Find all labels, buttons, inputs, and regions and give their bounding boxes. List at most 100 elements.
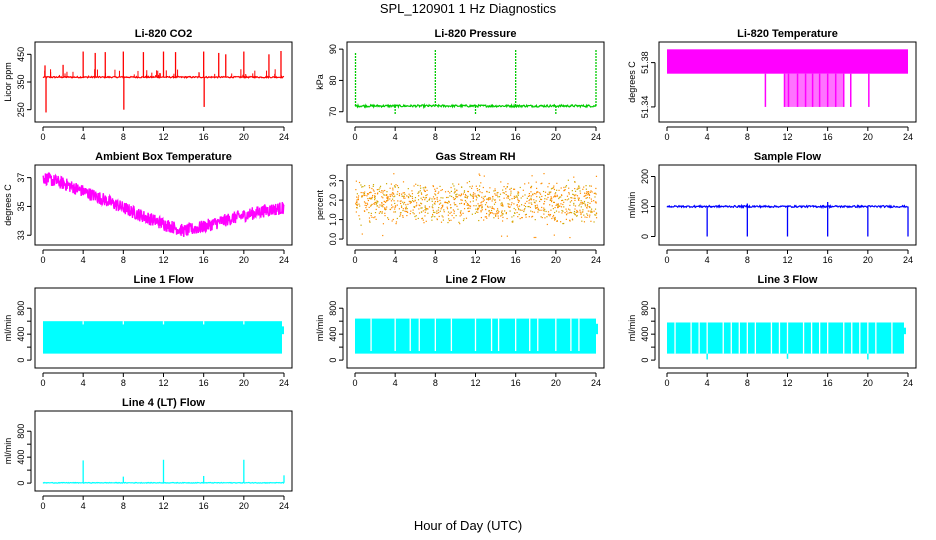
scatter-point	[525, 213, 528, 216]
panel-frame	[346, 41, 605, 123]
scatter-point	[412, 200, 414, 202]
scatter-point	[552, 216, 554, 218]
scatter-point	[356, 207, 358, 209]
x-tick-label: 4	[705, 378, 710, 388]
scatter-point	[498, 211, 500, 213]
drop-area	[784, 73, 844, 107]
scatter-point	[486, 205, 489, 207]
scatter-point	[523, 210, 525, 213]
scatter-point	[487, 198, 489, 200]
scatter-point	[586, 197, 588, 199]
scatter-point	[586, 213, 588, 215]
x-tick-label: 16	[511, 378, 521, 388]
y-tick-label: 800	[16, 424, 26, 439]
scatter-point	[547, 193, 549, 195]
scatter-point	[565, 208, 567, 210]
scatter-point	[578, 205, 580, 207]
scatter-point	[582, 202, 584, 205]
scatter-point	[477, 194, 479, 197]
scatter-point	[391, 207, 393, 209]
scatter-point	[511, 221, 513, 223]
x-tick-label: 20	[551, 132, 561, 142]
scatter-point	[509, 210, 511, 212]
scatter-point	[494, 189, 496, 192]
scatter-point	[405, 210, 407, 213]
scatter-point	[524, 183, 526, 185]
scatter-point	[507, 195, 509, 197]
scatter-point	[362, 186, 364, 188]
scatter-point	[573, 194, 575, 196]
scatter-point	[425, 186, 427, 189]
scatter-point	[569, 204, 571, 207]
scatter-point	[531, 216, 533, 218]
scatter-point	[493, 190, 495, 192]
scatter-point	[368, 217, 371, 219]
scatter-point	[497, 212, 499, 214]
scatter-point	[553, 188, 556, 191]
scatter-point	[544, 191, 547, 193]
panel-data	[43, 321, 284, 354]
scatter-point	[471, 185, 473, 187]
scatter-point	[464, 199, 466, 202]
scatter-point	[518, 213, 520, 216]
y-tick-label: 0	[16, 481, 26, 486]
scatter-point	[482, 198, 484, 200]
scatter-point	[576, 214, 578, 217]
panel-7: Line 1 Flow ml/min 0 4 8 12 16 20 24 0 400 800	[3, 274, 293, 388]
scatter-point	[380, 191, 382, 193]
scatter-point	[530, 202, 532, 204]
scatter-point	[363, 193, 365, 195]
y-tick-label: 51.38	[640, 51, 650, 74]
scatter-point	[384, 214, 386, 217]
scatter-point	[399, 200, 401, 202]
scatter-point	[528, 192, 530, 195]
scatter-point	[571, 197, 573, 199]
scatter-point	[595, 202, 597, 204]
scatter-point	[549, 204, 551, 206]
scatter-point	[505, 213, 507, 215]
scatter-point	[413, 206, 416, 209]
scatter-point	[568, 187, 570, 189]
scatter-point	[432, 207, 434, 209]
scatter-point	[533, 201, 535, 203]
panel-title: Ambient Box Temperature	[95, 151, 232, 163]
x-tick-label: 12	[782, 132, 792, 142]
scatter-point	[450, 219, 452, 221]
scatter-point	[577, 199, 580, 201]
scatter-point	[501, 203, 503, 205]
scatter-point	[593, 200, 595, 202]
scatter-point	[518, 192, 520, 194]
scatter-point	[431, 200, 433, 202]
scatter-point	[563, 206, 565, 208]
scatter-point	[411, 193, 414, 195]
scatter-point	[394, 186, 396, 188]
scatter-point	[360, 191, 362, 194]
y-tick-label: 400	[640, 327, 650, 342]
y-tick-label: 800	[640, 301, 650, 316]
scatter-point	[583, 214, 585, 216]
panel-2: Li-820 Pressure kPa 0 4 8 12 16 20 24 70 80 90	[315, 28, 605, 142]
scatter-point	[441, 205, 443, 207]
panel-frame	[658, 41, 917, 123]
scatter-point	[529, 206, 532, 209]
scatter-point	[431, 198, 433, 200]
scatter-point	[481, 196, 483, 198]
scatter-point	[455, 203, 457, 206]
scatter-point	[447, 211, 450, 213]
scatter-point	[420, 203, 423, 205]
scatter-point	[577, 187, 579, 189]
scatter-point	[437, 209, 439, 211]
scatter-point	[478, 194, 480, 197]
scatter-point	[556, 194, 558, 196]
scatter-point	[425, 209, 427, 211]
x-tick-label: 16	[823, 378, 833, 388]
scatter-point	[549, 215, 551, 217]
scatter-point	[578, 197, 580, 199]
scatter-point	[456, 205, 458, 207]
x-tick-label: 0	[352, 378, 357, 388]
scatter-point	[364, 194, 366, 196]
scatter-point	[521, 204, 523, 206]
scatter-point	[501, 202, 503, 204]
scatter-point	[528, 199, 530, 202]
scatter-point	[436, 218, 438, 220]
